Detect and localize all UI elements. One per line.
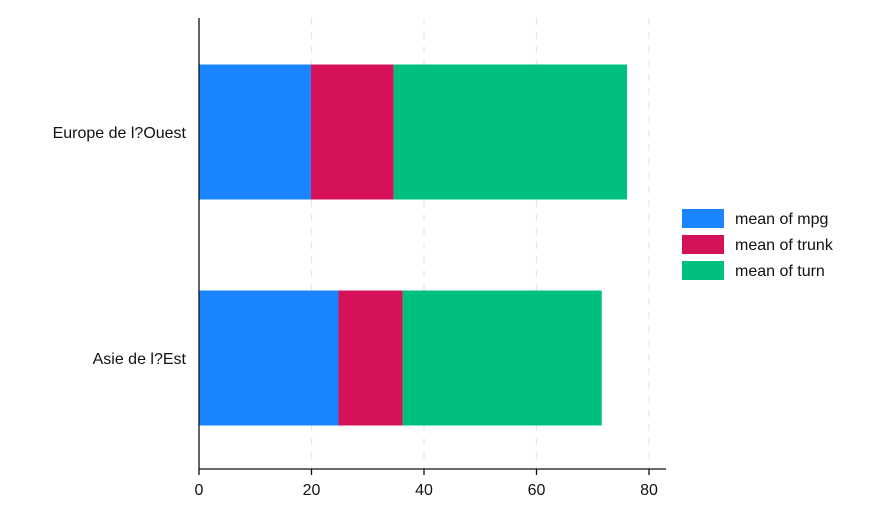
legend-label-1: mean of mpg: [735, 211, 828, 228]
bar-segment-2-2: [338, 290, 403, 426]
bars: [199, 64, 628, 426]
y-axis-category-labels: Europe de l?Ouest Asie de l?Est: [53, 125, 187, 368]
bar-segment-1-2: [310, 64, 394, 200]
legend-label-2: mean of trunk: [735, 237, 834, 254]
x-axis-ticks: 0 20 40 60 80: [195, 469, 658, 499]
legend: mean of mpg mean of trunk mean of turn: [682, 209, 834, 280]
axes: [198, 18, 666, 470]
legend-swatch-1: [682, 209, 724, 228]
category-label-2: Asie de l?Est: [93, 351, 187, 368]
x-tick-label-20: 20: [303, 482, 321, 499]
bar-segment-2-3: [402, 290, 602, 426]
x-tick-label-40: 40: [415, 482, 433, 499]
category-label-1: Europe de l?Ouest: [53, 125, 187, 142]
x-tick-label-0: 0: [195, 482, 204, 499]
legend-label-3: mean of turn: [735, 263, 825, 280]
legend-swatch-2: [682, 235, 724, 254]
legend-swatch-3: [682, 261, 724, 280]
bar-segment-1-3: [393, 64, 628, 200]
bar-segment-1-1: [199, 64, 311, 200]
x-tick-label-80: 80: [640, 482, 658, 499]
x-tick-label-60: 60: [528, 482, 546, 499]
bar-segment-2-1: [199, 290, 339, 426]
